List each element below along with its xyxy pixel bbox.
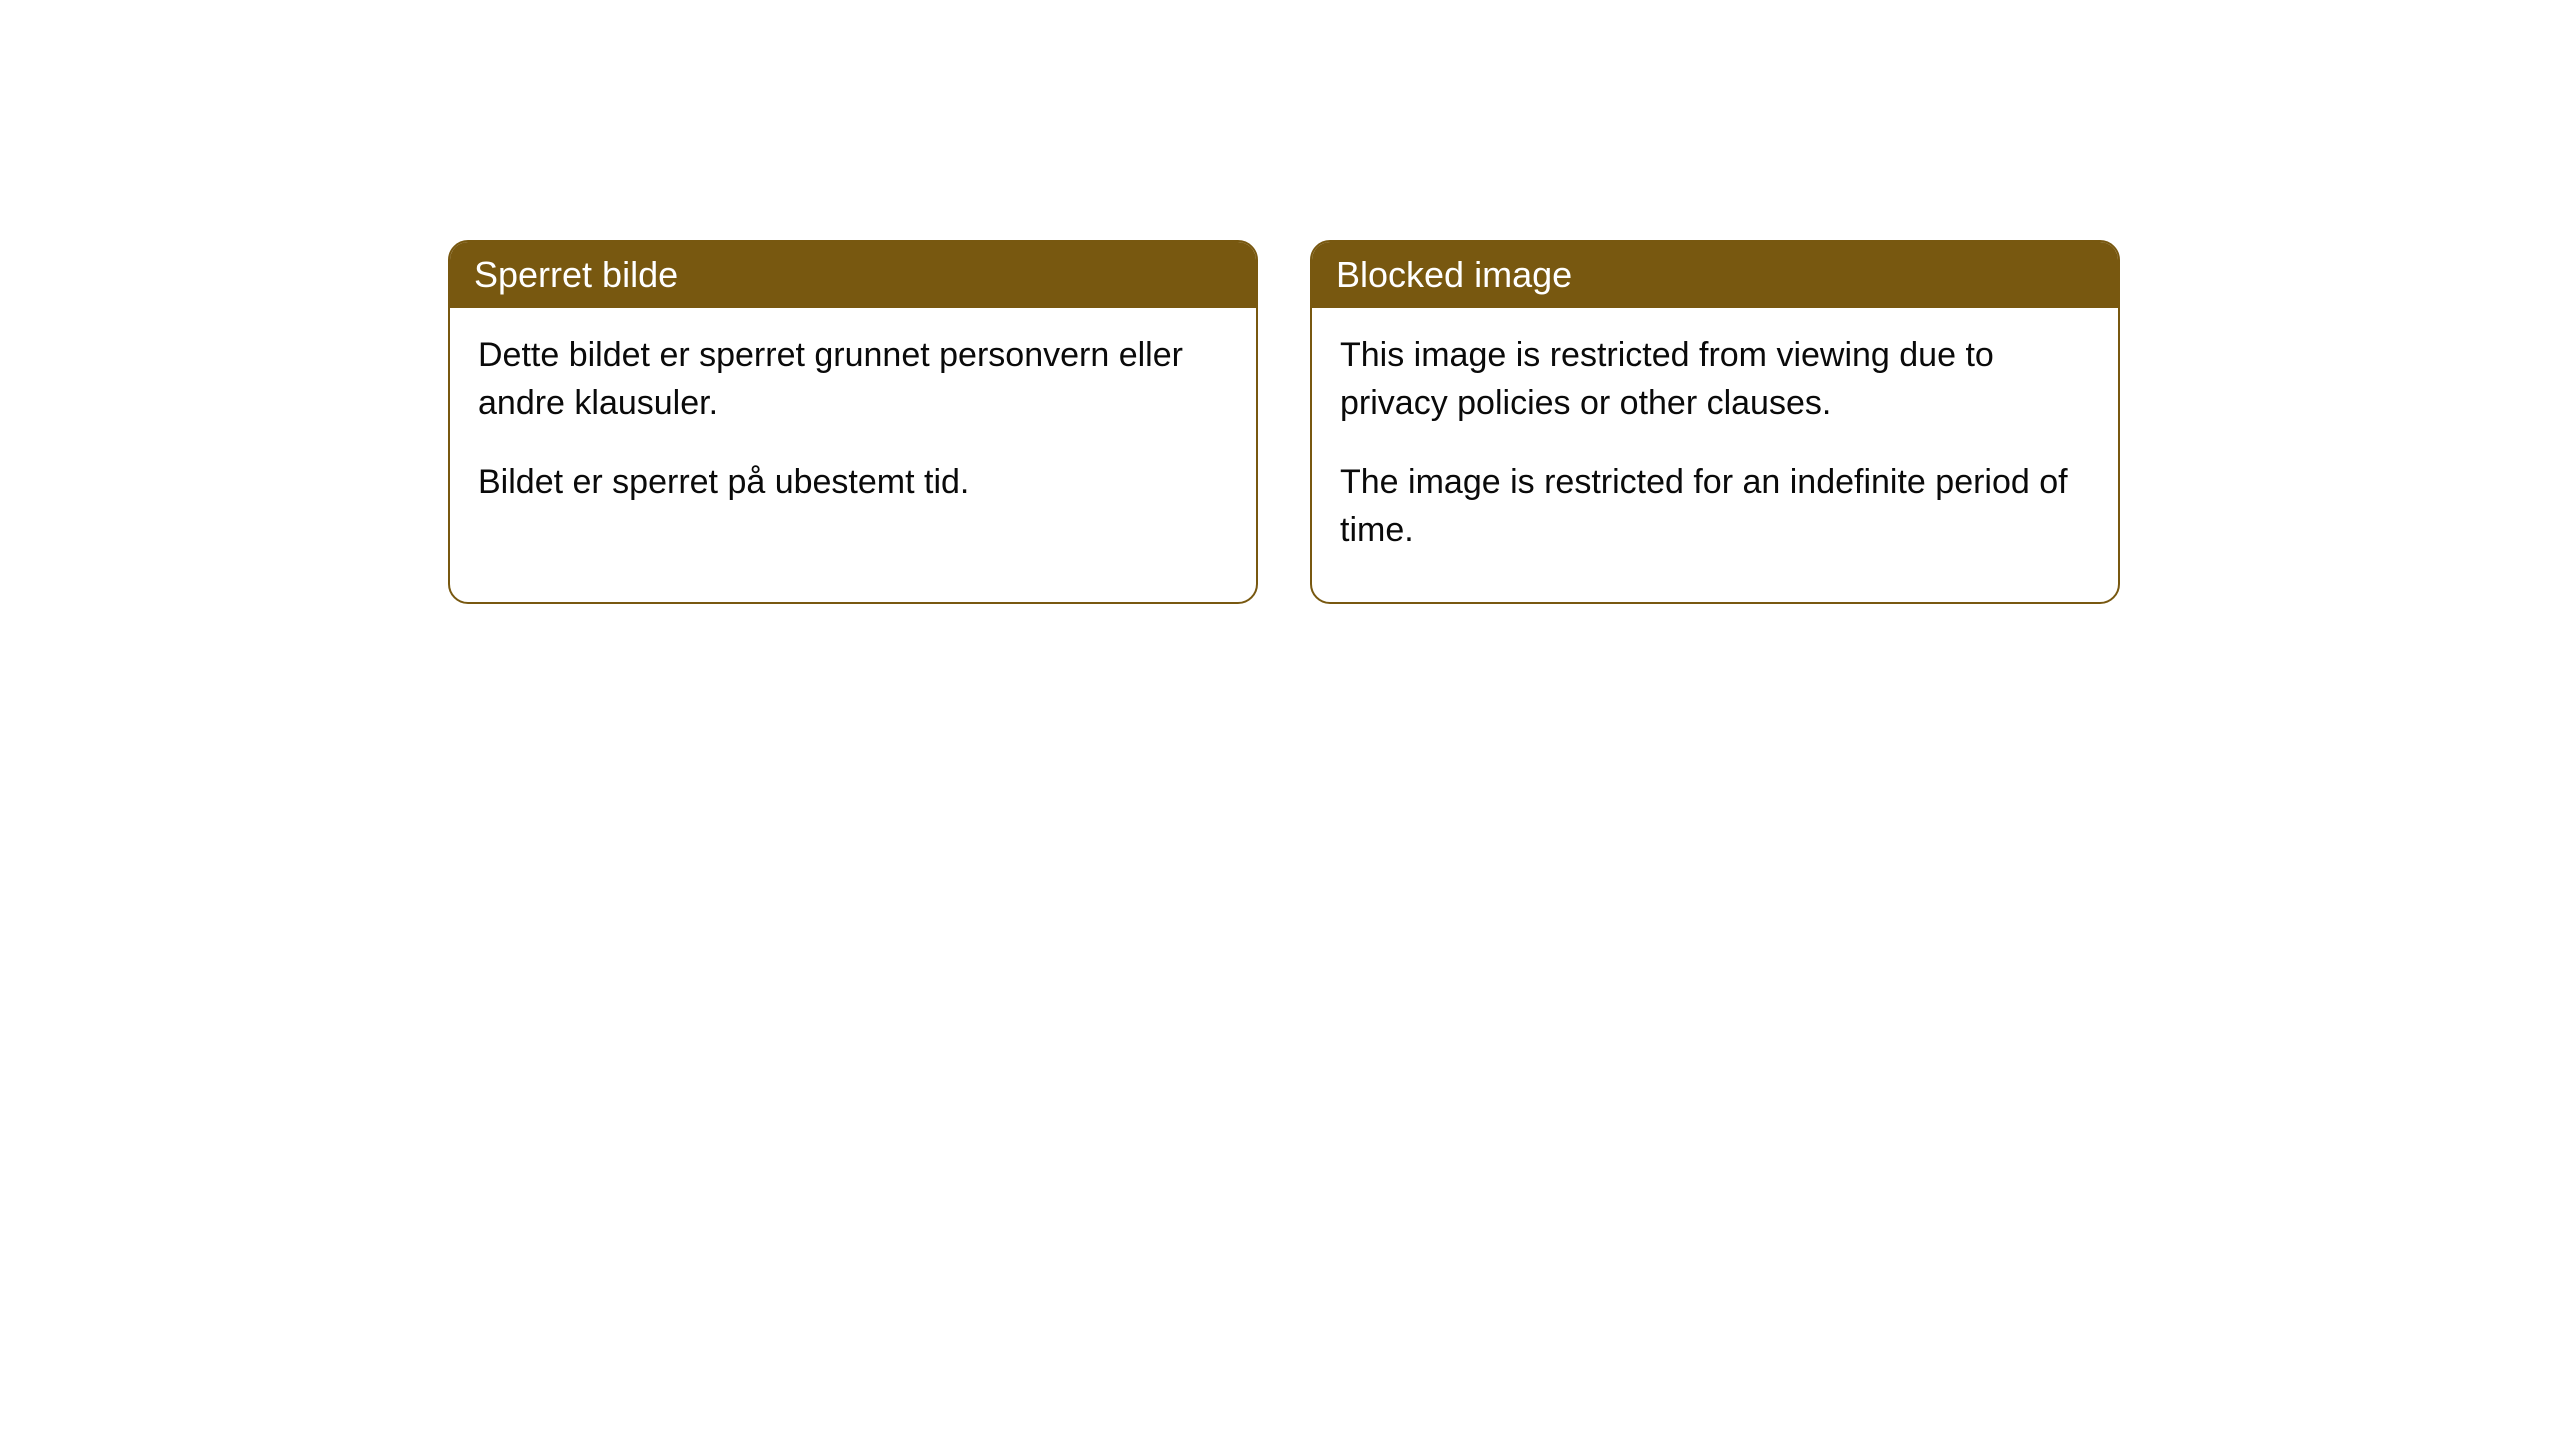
- card-header: Blocked image: [1312, 242, 2118, 308]
- blocked-image-card-english: Blocked image This image is restricted f…: [1310, 240, 2120, 604]
- card-paragraph: The image is restricted for an indefinit…: [1340, 459, 2090, 554]
- card-title: Sperret bilde: [474, 254, 678, 295]
- card-body: Dette bildet er sperret grunnet personve…: [450, 308, 1256, 555]
- cards-container: Sperret bilde Dette bildet er sperret gr…: [0, 0, 2560, 604]
- blocked-image-card-norwegian: Sperret bilde Dette bildet er sperret gr…: [448, 240, 1258, 604]
- card-title: Blocked image: [1336, 254, 1572, 295]
- card-paragraph: This image is restricted from viewing du…: [1340, 332, 2090, 427]
- card-body: This image is restricted from viewing du…: [1312, 308, 2118, 602]
- card-paragraph: Bildet er sperret på ubestemt tid.: [478, 459, 1228, 507]
- card-paragraph: Dette bildet er sperret grunnet personve…: [478, 332, 1228, 427]
- card-header: Sperret bilde: [450, 242, 1256, 308]
